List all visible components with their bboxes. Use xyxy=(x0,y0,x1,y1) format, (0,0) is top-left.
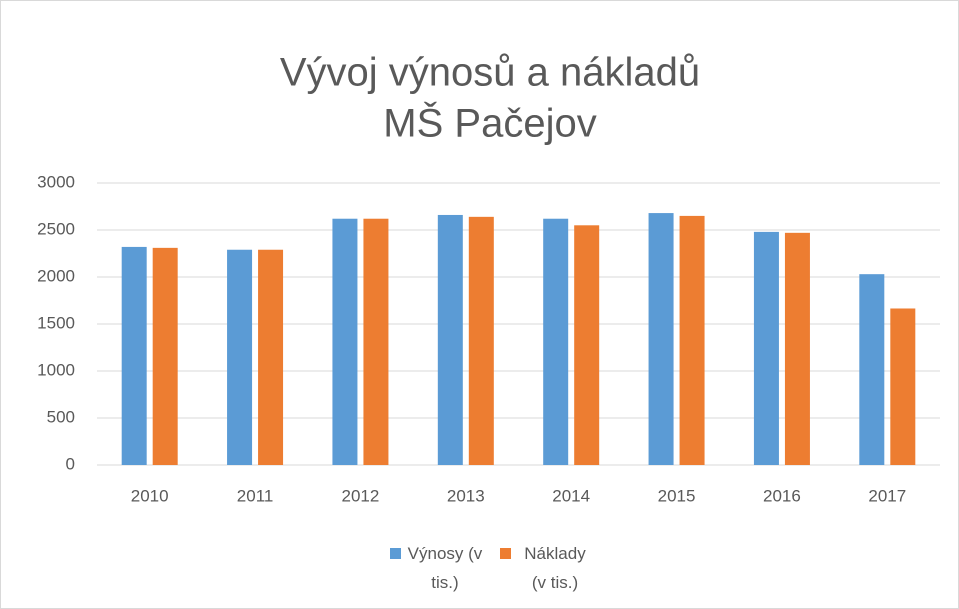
bar xyxy=(753,231,779,465)
y-tick-label: 0 xyxy=(66,454,75,473)
bar xyxy=(227,249,253,465)
bar xyxy=(121,246,147,465)
legend-label: Výnosy (v tis.) xyxy=(407,544,483,592)
y-tick-label: 3000 xyxy=(37,172,75,191)
x-tick-label: 2011 xyxy=(237,486,274,505)
bar xyxy=(152,247,178,465)
bar xyxy=(363,218,389,465)
legend-swatch xyxy=(390,548,401,559)
bar xyxy=(859,274,885,465)
x-tick-label: 2017 xyxy=(868,486,906,505)
legend-item: Výnosy (v tis.) xyxy=(390,539,486,597)
bar xyxy=(468,216,494,465)
bar xyxy=(784,232,810,465)
bar xyxy=(679,215,705,465)
legend-swatch xyxy=(500,548,511,559)
bar xyxy=(543,218,569,465)
y-tick-label: 1000 xyxy=(37,360,75,379)
y-tick-label: 500 xyxy=(47,407,75,426)
x-tick-label: 2014 xyxy=(552,486,590,505)
bar xyxy=(890,308,916,465)
legend-label: Náklady (v tis.) xyxy=(524,544,586,592)
y-tick-label: 2000 xyxy=(37,266,75,285)
x-tick-label: 2013 xyxy=(447,486,485,505)
bar xyxy=(648,213,674,465)
bar xyxy=(332,218,358,465)
bar xyxy=(258,249,284,465)
y-tick-label: 1500 xyxy=(37,313,75,332)
x-tick-label: 2012 xyxy=(342,486,380,505)
x-tick-label: 2010 xyxy=(131,486,169,505)
chart-title: Vývoj výnosů a nákladů xyxy=(280,51,700,95)
bar xyxy=(437,214,463,465)
legend-item: Náklady (v tis.) xyxy=(500,539,596,597)
x-tick-label: 2016 xyxy=(763,486,801,505)
y-tick-label: 2500 xyxy=(37,219,75,238)
x-tick-label: 2015 xyxy=(658,486,696,505)
bar xyxy=(574,225,600,465)
chart-title: MŠ Pačejov xyxy=(383,101,596,146)
